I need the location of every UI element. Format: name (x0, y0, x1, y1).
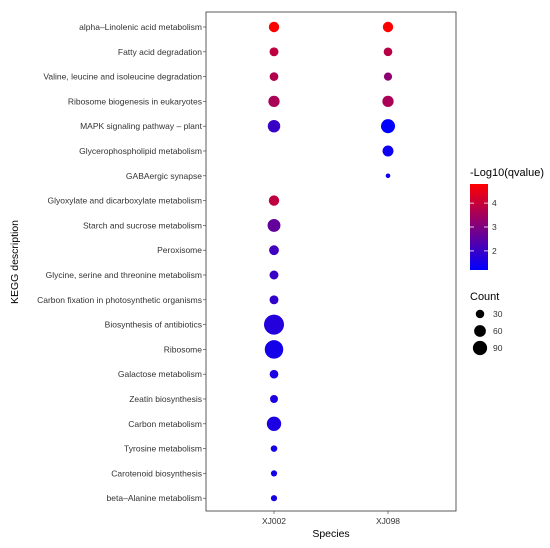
data-point (268, 195, 280, 206)
y-tick-label: Fatty acid degradation (118, 47, 202, 57)
y-tick-label: MAPK signaling pathway – plant (80, 121, 203, 131)
data-point (264, 340, 284, 359)
data-point (382, 95, 394, 108)
data-points (264, 21, 396, 502)
data-point (382, 21, 394, 33)
data-point (383, 72, 393, 81)
x-tick-label: XJ098 (376, 516, 400, 526)
y-tick-label: Carbon fixation in photosynthetic organi… (37, 295, 202, 305)
x-tick-label: XJ002 (262, 516, 286, 526)
data-point (383, 47, 393, 57)
color-tick-label: 2 (492, 246, 497, 256)
data-point (266, 416, 282, 431)
data-point (269, 270, 279, 280)
color-tick-label: 3 (492, 222, 497, 232)
y-tick-label: Ribosome biogenesis in eukaryotes (68, 96, 202, 106)
size-legend-label: 60 (493, 326, 503, 336)
y-tick-label: alpha–Linolenic acid metabolism (79, 22, 202, 32)
data-point (267, 218, 281, 232)
y-tick-label: GABAergic synapse (126, 171, 202, 181)
data-point (269, 72, 279, 81)
size-legend-circle (472, 340, 488, 356)
data-point (270, 445, 278, 452)
y-tick-label: Peroxisome (157, 245, 202, 255)
color-legend: -Log10(qvalue) 2 3 4 (470, 167, 544, 270)
color-tick-label: 4 (492, 198, 497, 208)
data-point (385, 173, 391, 179)
y-tick-label: Galactose metabolism (118, 369, 202, 379)
size-legend-label: 30 (493, 309, 503, 319)
data-point (382, 145, 394, 157)
y-tick-label: Carotenoid biosynthesis (111, 468, 202, 478)
data-point (270, 470, 278, 477)
data-point (269, 295, 279, 305)
plot-panel (205, 11, 457, 512)
color-legend-ticks: 2 3 4 (470, 198, 497, 256)
size-legend-label: 90 (493, 343, 503, 353)
data-point (269, 369, 279, 379)
size-legend-items: 30 60 90 (472, 309, 503, 356)
y-tick-label: Biosynthesis of antibiotics (105, 320, 202, 330)
color-legend-title: -Log10(qvalue) (470, 167, 544, 179)
y-tick-label: Tyrosine metabolism (124, 444, 202, 454)
y-tick-label: Valine, leucine and isoleucine degradati… (43, 72, 202, 82)
size-legend-circle (474, 325, 486, 337)
color-legend-bar (470, 184, 488, 270)
y-tick-label: Starch and sucrose metabolism (83, 220, 202, 230)
size-legend: Count 30 60 90 (470, 291, 503, 356)
data-point (267, 119, 281, 133)
y-tick-label: Carbon metabolism (128, 419, 202, 429)
data-point (268, 95, 280, 108)
size-legend-circle (475, 309, 485, 319)
y-tick-labels: alpha–Linolenic acid metabolism Fatty aci… (37, 22, 206, 503)
data-point (269, 245, 279, 256)
size-legend-title: Count (470, 291, 499, 303)
data-point (270, 395, 278, 403)
y-tick-label: Ribosome (164, 344, 203, 354)
data-point (269, 47, 279, 57)
data-point (380, 119, 396, 134)
x-axis-title: Species (312, 528, 349, 540)
data-point (264, 314, 284, 335)
y-tick-label: Glyoxylate and dicarboxylate metabolism (48, 196, 203, 206)
y-tick-label: beta–Alanine metabolism (107, 493, 202, 503)
y-axis-title: KEGG description (9, 220, 21, 304)
data-point (270, 495, 278, 502)
y-tick-label: Zeatin biosynthesis (129, 394, 202, 404)
x-tick-labels: XJ002 XJ098 (262, 511, 400, 526)
data-point (268, 21, 280, 33)
y-tick-label: Glycerophospholipid metabolism (79, 146, 202, 156)
y-tick-label: Glycine, serine and threonine metabolism (46, 270, 202, 280)
